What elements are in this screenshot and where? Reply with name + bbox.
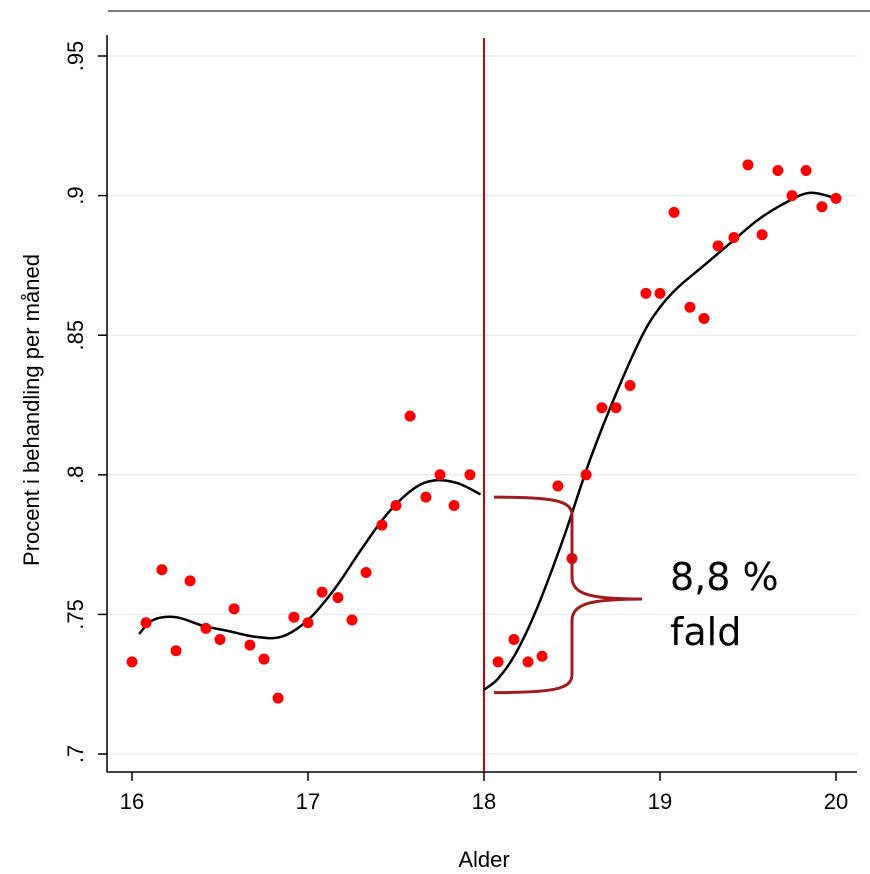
data-point	[772, 164, 784, 176]
data-point	[214, 634, 226, 646]
data-point	[596, 402, 608, 414]
data-point	[170, 645, 182, 657]
x-axis-ticks: 16 17 18 19 20	[120, 772, 848, 814]
data-point	[522, 656, 534, 668]
x-axis-title: Alder	[458, 847, 509, 872]
data-point	[640, 287, 652, 299]
data-point	[624, 379, 636, 391]
data-point	[552, 480, 564, 492]
data-point	[244, 639, 256, 651]
y-axis-ticks: .7 .75 .8 .85 .9 .95	[63, 41, 107, 763]
data-point	[228, 603, 240, 615]
data-point	[464, 469, 476, 481]
data-point	[404, 410, 416, 422]
data-point	[332, 592, 344, 604]
data-points	[126, 159, 842, 704]
data-point	[698, 312, 710, 324]
brace-path	[493, 495, 643, 695]
data-point	[742, 159, 754, 171]
data-point	[140, 617, 152, 629]
data-point	[258, 653, 270, 665]
data-point	[390, 500, 402, 512]
y-tick-label: .8	[63, 466, 88, 484]
data-point	[610, 402, 622, 414]
y-tick-label: .85	[63, 320, 88, 351]
x-tick-label: 17	[296, 789, 320, 814]
data-point	[346, 614, 358, 626]
data-point	[302, 617, 314, 629]
y-axis-title: Procent i behandling per måned	[19, 254, 44, 566]
data-point	[800, 164, 812, 176]
data-point	[126, 656, 138, 668]
y-tick-label: .7	[63, 745, 88, 763]
data-point	[420, 491, 432, 503]
data-point	[830, 192, 842, 204]
data-point	[434, 469, 446, 481]
data-point	[654, 287, 666, 299]
data-point	[684, 301, 696, 313]
data-point	[816, 201, 828, 213]
x-tick-label: 18	[472, 789, 496, 814]
y-tick-label: .9	[63, 186, 88, 204]
data-point	[580, 469, 592, 481]
data-point	[288, 611, 300, 623]
data-point	[272, 692, 284, 704]
data-point	[712, 240, 724, 252]
x-tick-label: 16	[120, 789, 144, 814]
data-point	[376, 519, 388, 531]
y-tick-label: .75	[63, 599, 88, 630]
data-point	[756, 229, 768, 241]
axes	[106, 35, 857, 773]
fit-line-right	[483, 191, 837, 691]
annotation-fald: fald	[670, 610, 741, 654]
x-tick-label: 20	[824, 789, 848, 814]
gap-brace	[493, 495, 643, 695]
data-point	[536, 650, 548, 662]
data-point	[508, 634, 520, 646]
data-point	[492, 656, 504, 668]
data-point	[668, 206, 680, 218]
data-point	[728, 231, 740, 243]
data-point	[786, 190, 798, 202]
gridlines	[107, 55, 857, 755]
data-point	[316, 586, 328, 598]
annotation-percent: 8,8 %	[670, 555, 779, 599]
y-tick-label: .95	[63, 41, 88, 72]
x-tick-label: 19	[648, 789, 672, 814]
data-point	[448, 500, 460, 512]
data-point	[200, 622, 212, 634]
data-point	[156, 564, 168, 576]
data-point	[360, 567, 372, 579]
data-point	[184, 575, 196, 587]
